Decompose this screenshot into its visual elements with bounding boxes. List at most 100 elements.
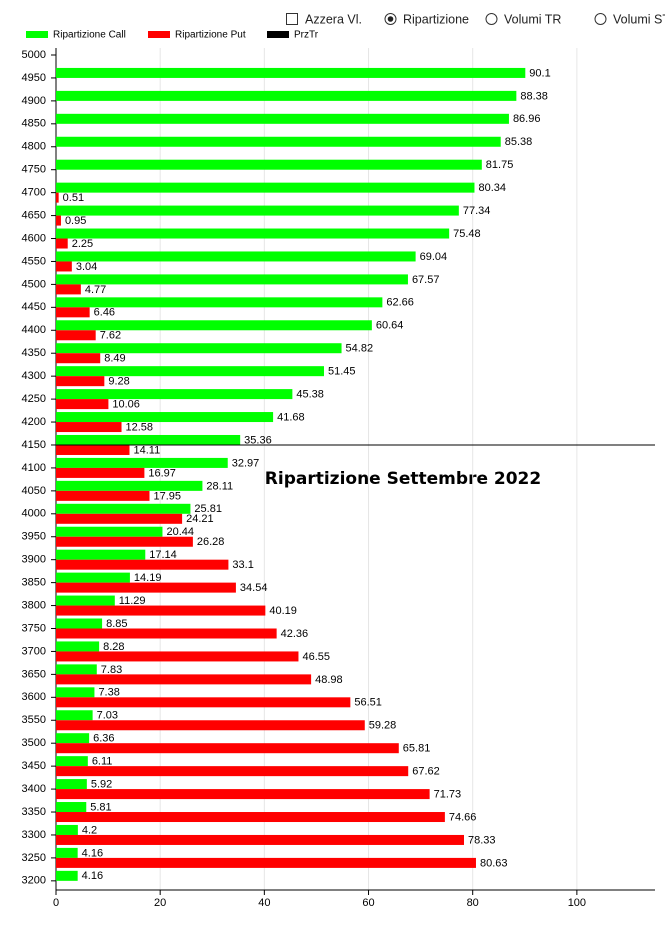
bar xyxy=(56,215,61,226)
data-label: 14.11 xyxy=(133,444,160,456)
bar xyxy=(56,559,229,570)
y-tick-label: 3500 xyxy=(22,737,46,749)
bar xyxy=(56,159,482,170)
control-label[interactable]: Ripartizione xyxy=(403,12,469,26)
bar xyxy=(56,857,476,868)
bar xyxy=(56,353,101,364)
bar xyxy=(56,628,277,639)
bar xyxy=(56,582,236,593)
x-tick-label: 20 xyxy=(154,897,166,909)
bar xyxy=(56,802,87,813)
data-label: 14.19 xyxy=(134,572,162,584)
data-label: 5.92 xyxy=(91,778,112,790)
data-label: 41.68 xyxy=(277,411,305,423)
bar xyxy=(56,834,464,845)
data-label: 8.28 xyxy=(103,641,124,653)
bar xyxy=(56,536,193,547)
y-tick-label: 4850 xyxy=(22,118,46,130)
bar xyxy=(56,697,351,708)
data-label: 6.11 xyxy=(92,756,113,768)
data-label: 42.36 xyxy=(281,628,309,640)
legend-label: Ripartizione Call xyxy=(53,30,126,41)
radio[interactable] xyxy=(485,13,498,25)
bar xyxy=(56,595,115,606)
data-label: 46.55 xyxy=(302,651,330,663)
bar xyxy=(56,572,130,583)
data-label: 51.45 xyxy=(328,366,356,378)
y-tick-label: 4950 xyxy=(22,72,46,84)
bar xyxy=(56,526,163,537)
data-label: 59.28 xyxy=(369,720,397,732)
bar xyxy=(56,467,145,478)
bar xyxy=(56,870,78,881)
y-tick-label: 4750 xyxy=(22,164,46,176)
y-tick-label: 4700 xyxy=(22,187,46,199)
data-label: 45.38 xyxy=(296,389,324,401)
control-bg xyxy=(482,9,591,29)
data-label: 24.21 xyxy=(186,513,214,525)
control-label[interactable]: Volumi ST xyxy=(613,12,665,26)
y-tick-label: 3850 xyxy=(22,577,46,589)
bar xyxy=(56,67,526,78)
bar xyxy=(56,513,183,524)
data-label: 48.98 xyxy=(315,674,343,686)
data-label: 20.44 xyxy=(166,526,194,538)
legend-swatch xyxy=(148,31,170,38)
bar xyxy=(56,812,445,823)
checkbox[interactable] xyxy=(286,13,298,25)
bar xyxy=(56,320,372,331)
data-label: 54.82 xyxy=(346,343,374,355)
y-tick-label: 3650 xyxy=(22,668,46,680)
data-label: 7.62 xyxy=(100,330,121,342)
bar xyxy=(56,444,130,455)
y-tick-label: 3400 xyxy=(22,783,46,795)
y-tick-label: 4600 xyxy=(22,232,46,244)
y-tick-label: 3700 xyxy=(22,645,46,657)
data-label: 17.14 xyxy=(149,549,177,561)
y-tick-label: 3450 xyxy=(22,760,46,772)
data-label: 6.46 xyxy=(94,307,115,319)
data-label: 90.1 xyxy=(529,67,550,79)
data-label: 0.51 xyxy=(63,192,84,204)
data-label: 40.19 xyxy=(269,605,297,617)
x-tick-label: 80 xyxy=(467,897,479,909)
data-label: 0.95 xyxy=(65,215,86,227)
bar xyxy=(56,399,109,410)
y-tick-label: 4500 xyxy=(22,278,46,290)
bar xyxy=(56,457,228,468)
bar xyxy=(56,307,90,318)
data-label: 65.81 xyxy=(403,743,431,755)
y-tick-label: 3600 xyxy=(22,691,46,703)
bar xyxy=(56,605,266,616)
y-tick-label: 4300 xyxy=(22,370,46,382)
control-label[interactable]: Azzera Vl. xyxy=(305,12,362,26)
bar xyxy=(56,261,72,272)
bar xyxy=(56,136,501,147)
legend-label: PrzTr xyxy=(294,30,319,41)
y-tick-label: 4650 xyxy=(22,209,46,221)
legend-swatch xyxy=(26,31,48,38)
bar xyxy=(56,90,517,101)
data-label: 6.36 xyxy=(93,733,114,745)
bar xyxy=(56,205,459,216)
y-tick-label: 4250 xyxy=(22,393,46,405)
data-label: 69.04 xyxy=(420,251,448,263)
control-label[interactable]: Volumi TR xyxy=(504,12,561,26)
y-tick-label: 4350 xyxy=(22,347,46,359)
data-label: 16.97 xyxy=(148,467,176,479)
bar xyxy=(56,733,90,744)
bar xyxy=(56,366,324,377)
y-tick-label: 4800 xyxy=(22,141,46,153)
bar xyxy=(56,549,146,560)
chart-title: Ripartizione Settembre 2022 xyxy=(265,469,541,489)
bar xyxy=(56,330,96,341)
bar xyxy=(56,251,416,262)
radio[interactable] xyxy=(594,13,607,25)
data-label: 74.66 xyxy=(449,811,477,823)
y-tick-label: 3750 xyxy=(22,622,46,634)
bar xyxy=(56,490,150,501)
data-label: 80.63 xyxy=(480,857,508,869)
data-label: 67.57 xyxy=(412,274,440,286)
data-label: 17.95 xyxy=(153,490,181,502)
